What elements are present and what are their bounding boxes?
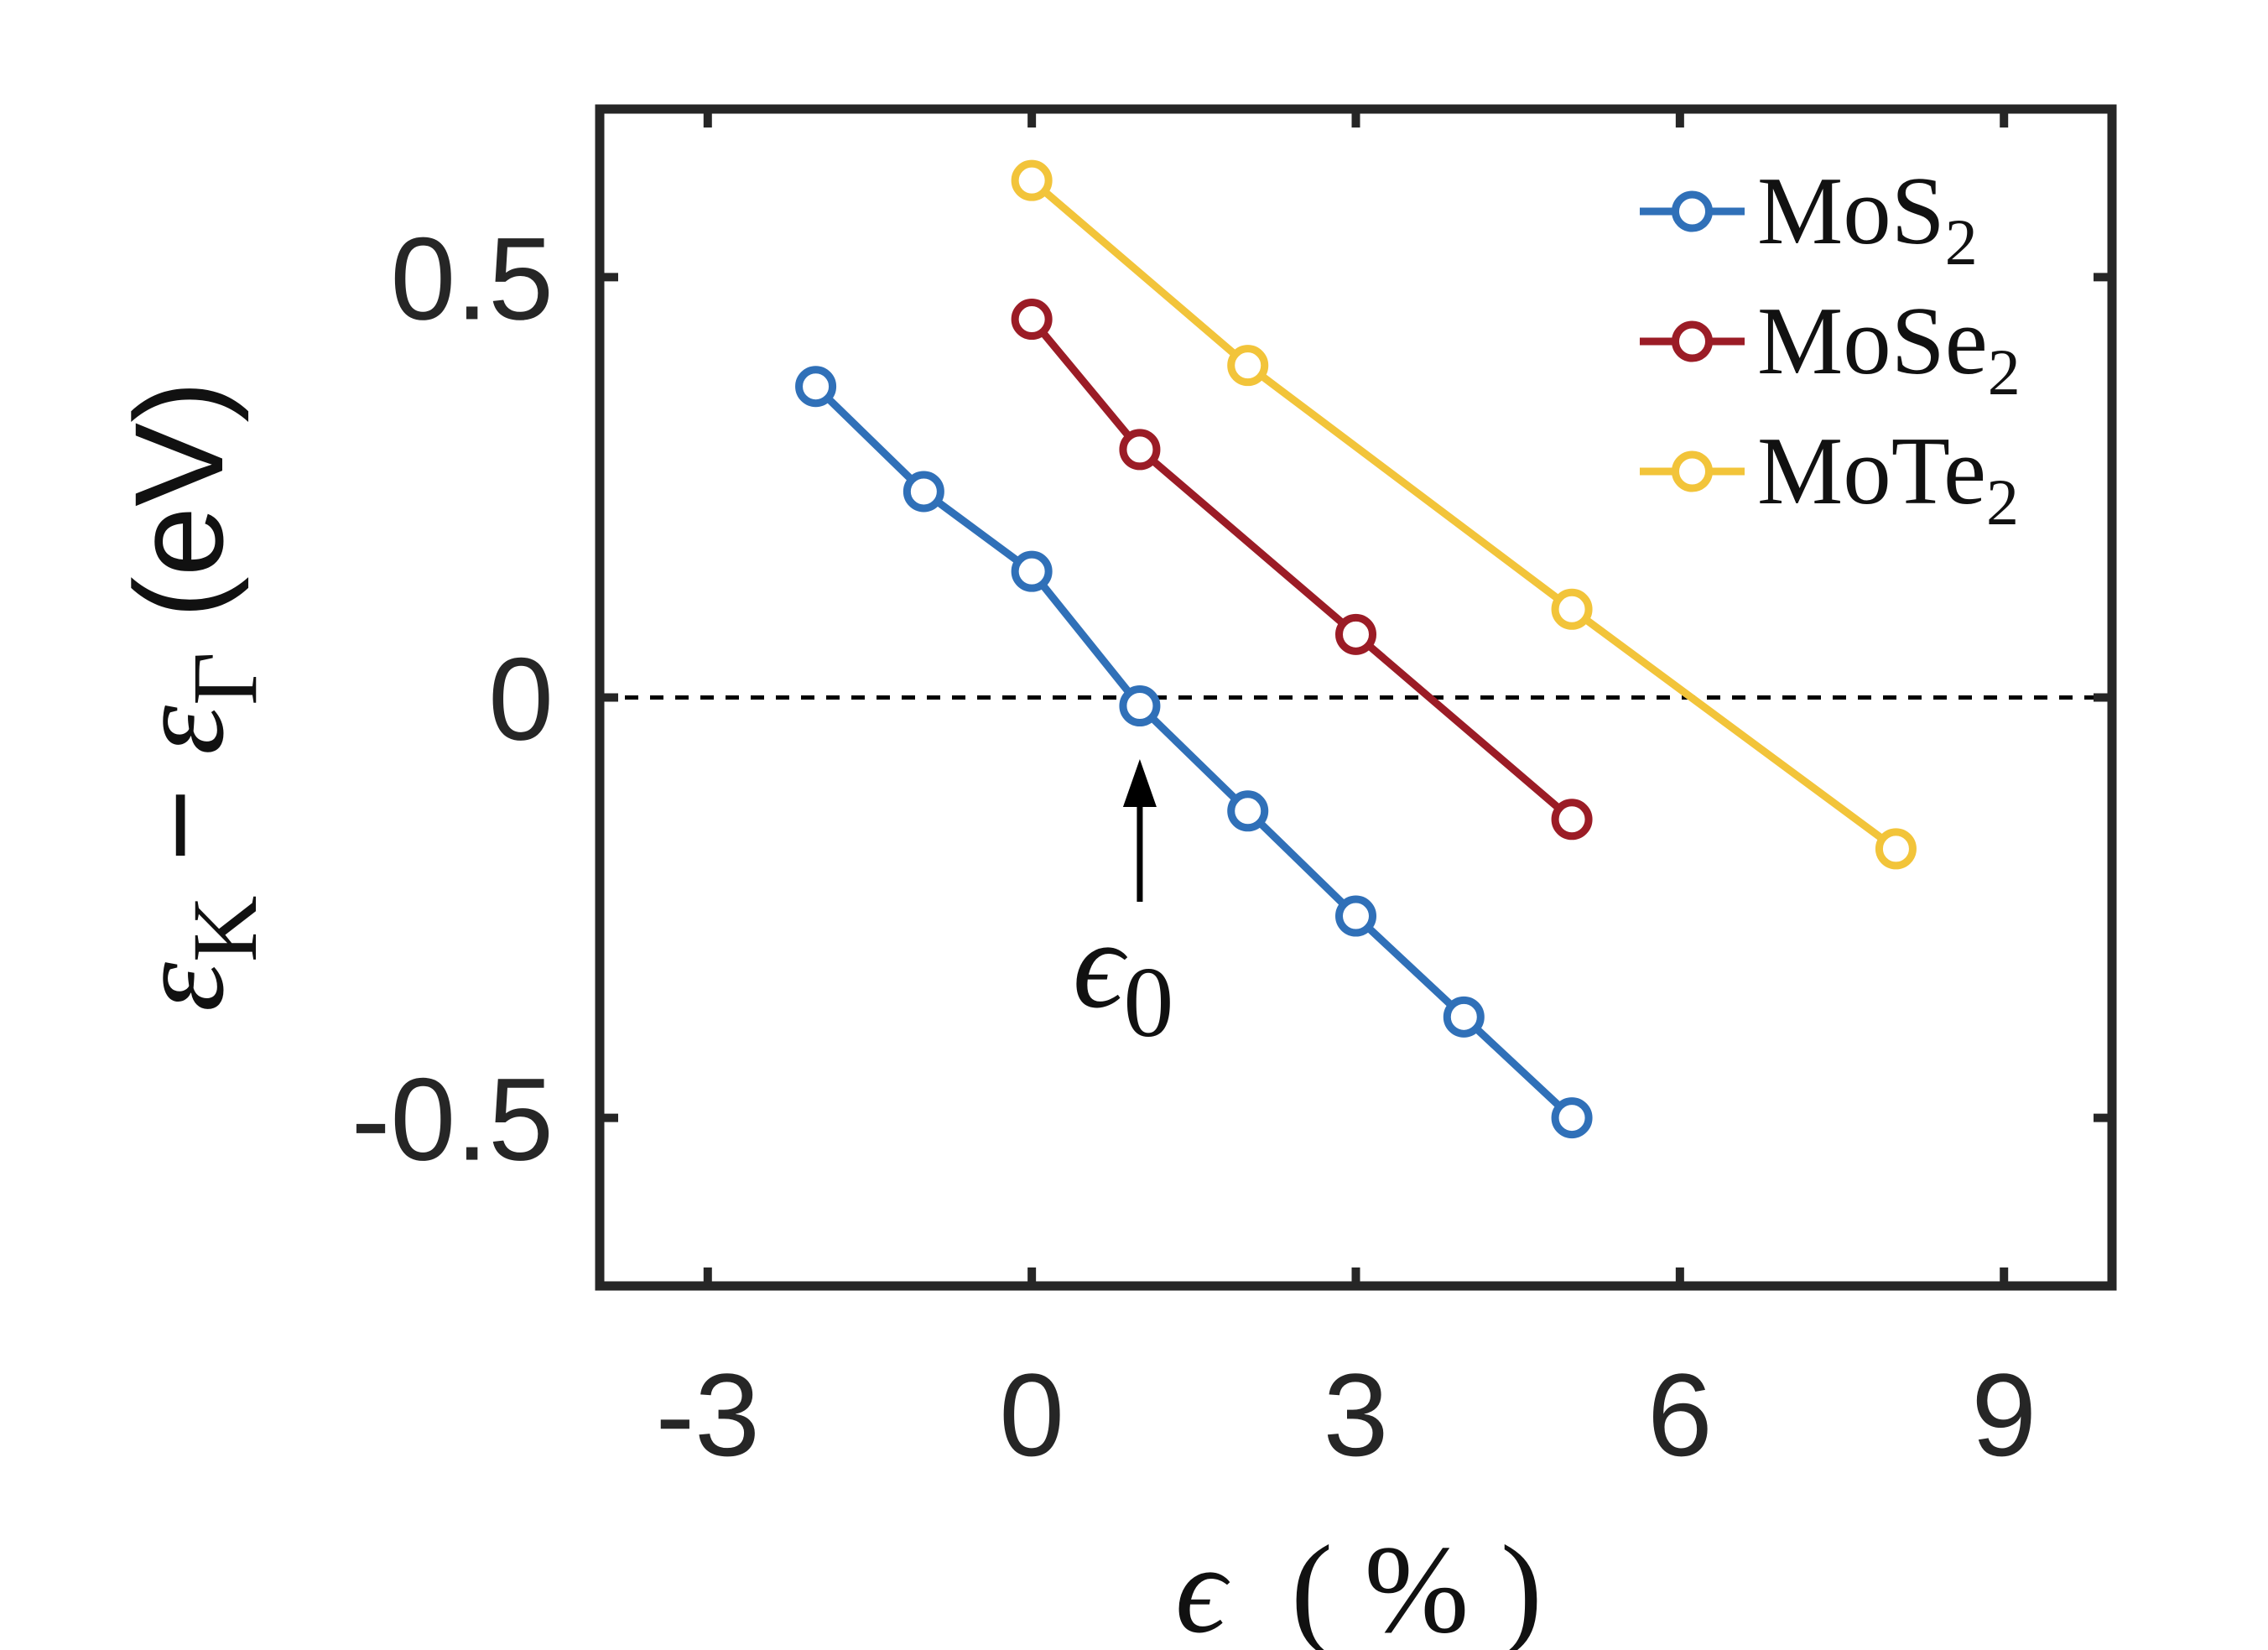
data-point bbox=[1011, 159, 1053, 201]
legend-item-mote2: MoTe2 bbox=[1640, 418, 2019, 539]
x-tick-label: 3 bbox=[1324, 1349, 1389, 1481]
data-point bbox=[1335, 895, 1376, 937]
series-line bbox=[1028, 316, 1574, 823]
annotation-epsilon0: ϵ0 bbox=[1073, 759, 1173, 1058]
x-axis-unit: ( % ) bbox=[1291, 1520, 1542, 1650]
series-mos2 bbox=[795, 366, 1593, 1139]
legend-marker bbox=[1672, 450, 1713, 492]
data-point bbox=[1227, 345, 1269, 387]
legend-label: MoSe2 bbox=[1757, 288, 2021, 409]
data-point bbox=[1119, 685, 1161, 727]
legend-label-main: MoSe bbox=[1757, 288, 1988, 394]
annotation-symbol: ϵ bbox=[1073, 895, 1128, 1034]
data-point bbox=[1551, 588, 1593, 630]
x-tick-label: 6 bbox=[1647, 1349, 1713, 1481]
y-axis-symbol-k: ε bbox=[111, 962, 250, 1012]
series-line bbox=[1029, 177, 1899, 852]
data-point bbox=[1551, 1097, 1593, 1139]
data-point bbox=[1119, 429, 1161, 471]
legend-item-mos2: MoS2 bbox=[1640, 158, 1978, 278]
series-mose2 bbox=[1011, 299, 1593, 841]
legend-label-main: MoS bbox=[1757, 158, 1945, 264]
x-axis-label: ϵ ( % ) bbox=[1175, 1520, 1542, 1650]
data-point bbox=[1011, 550, 1053, 592]
legend-marker bbox=[1672, 320, 1713, 362]
series-mote2 bbox=[1011, 159, 1917, 870]
legend-label-sub: 2 bbox=[1986, 466, 2019, 539]
legend-label: MoS2 bbox=[1757, 158, 1978, 278]
x-tick-label: 0 bbox=[999, 1349, 1064, 1481]
y-axis-sub-k: K bbox=[174, 896, 276, 962]
legend-label-sub: 2 bbox=[1945, 206, 1978, 278]
data-point bbox=[1227, 790, 1269, 832]
x-tick-label: 9 bbox=[1971, 1349, 2037, 1481]
series-lines bbox=[795, 159, 1917, 1139]
y-axis-minus: − bbox=[108, 789, 249, 862]
y-axis-symbol-gamma: ε bbox=[111, 705, 250, 755]
data-point bbox=[1875, 828, 1917, 870]
x-axis-symbol: ϵ bbox=[1175, 1520, 1230, 1650]
data-point bbox=[795, 366, 837, 408]
data-point bbox=[1551, 799, 1593, 841]
plot-frame bbox=[595, 104, 2117, 1291]
x-tick-label: -3 bbox=[656, 1349, 760, 1481]
y-tick-label: 0 bbox=[488, 633, 554, 765]
legend-label-sub: 2 bbox=[1988, 336, 2021, 409]
y-axis-unit: (eV) bbox=[108, 381, 249, 618]
y-tick-label: 0.5 bbox=[390, 212, 554, 344]
annotation-subscript: 0 bbox=[1123, 946, 1173, 1058]
data-point bbox=[1443, 996, 1485, 1038]
axes-frame bbox=[595, 104, 2117, 1291]
legend-item-mose2: MoSe2 bbox=[1640, 288, 2021, 409]
annotation-label: ϵ0 bbox=[1073, 895, 1173, 1058]
tick-labels: -3 0 3 6 9 -0.5 0 0.5 bbox=[351, 212, 2037, 1481]
data-point bbox=[1335, 613, 1376, 655]
data-point bbox=[1011, 299, 1053, 341]
legend-label-main: MoTe bbox=[1757, 418, 1986, 524]
series-line bbox=[813, 383, 1575, 1121]
annotation-arrow-head bbox=[1122, 759, 1157, 807]
y-axis-label: εK−εΓ(eV) bbox=[108, 381, 276, 1012]
data-point bbox=[903, 471, 944, 513]
legend-label: MoTe2 bbox=[1757, 418, 2019, 539]
legend-marker bbox=[1672, 190, 1713, 232]
y-tick-label: -0.5 bbox=[351, 1054, 554, 1185]
y-axis-sub-gamma: Γ bbox=[174, 652, 276, 705]
